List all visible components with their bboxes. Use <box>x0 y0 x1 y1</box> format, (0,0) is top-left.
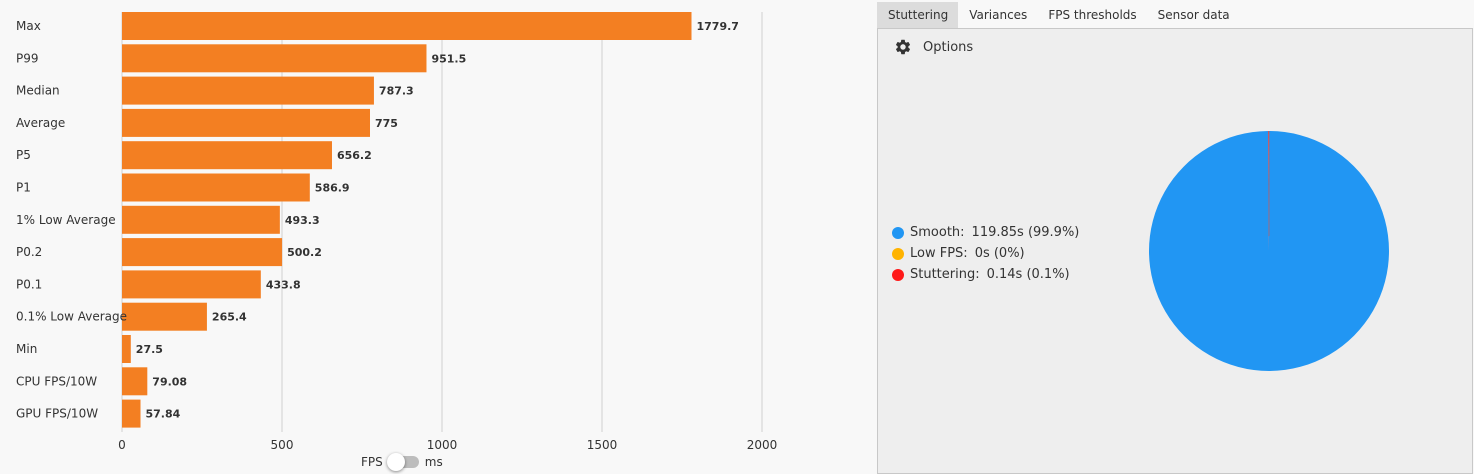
bar[interactable] <box>122 205 280 234</box>
legend-item-low-fps: Low FPS: 0s (0%) <box>892 243 1079 264</box>
bar[interactable] <box>122 12 692 40</box>
bar[interactable] <box>122 44 427 73</box>
category-label: P1 <box>16 181 31 195</box>
bar[interactable] <box>122 270 261 299</box>
legend-label: Stuttering: <box>910 267 980 282</box>
value-label: 27.5 <box>136 343 163 356</box>
category-label: 1% Low Average <box>16 213 116 227</box>
legend-label: Smooth: <box>910 225 965 240</box>
fps-ms-toggle[interactable]: FPS ms <box>361 453 443 471</box>
toggle-ms-label: ms <box>424 455 443 469</box>
legend-dot-low-fps <box>892 247 904 260</box>
legend-dot-stuttering <box>892 268 904 281</box>
category-label: Max <box>16 19 41 33</box>
category-label: Min <box>16 342 37 356</box>
analysis-panel: Stuttering Variances FPS thresholds Sens… <box>877 0 1474 474</box>
bar[interactable] <box>122 108 370 137</box>
value-label: 586.9 <box>315 182 350 195</box>
value-label: 500.2 <box>287 246 322 259</box>
value-label: 951.5 <box>431 52 466 65</box>
value-label: 433.8 <box>266 278 301 291</box>
tab-variances[interactable]: Variances <box>969 8 1028 22</box>
value-label: 1779.7 <box>697 20 739 33</box>
bar[interactable] <box>122 76 374 105</box>
x-tick-label: 2000 <box>747 438 778 452</box>
tab-stuttering[interactable]: Stuttering <box>877 2 959 28</box>
bar[interactable] <box>122 141 332 170</box>
toggle-switch[interactable] <box>386 453 419 471</box>
legend-dot-smooth <box>892 226 904 239</box>
x-tick-label: 500 <box>271 438 294 452</box>
stuttering-content: Options Smooth: 119.85s (99.9%) Low FPS:… <box>877 28 1473 474</box>
legend-value: 0s (0%) <box>974 246 1025 261</box>
bar[interactable] <box>122 335 131 363</box>
bar[interactable] <box>122 173 310 202</box>
toggle-fps-label: FPS <box>361 455 383 469</box>
stutter-pie-chart <box>1149 131 1389 371</box>
stutter-legend: Smooth: 119.85s (99.9%) Low FPS: 0s (0%)… <box>892 222 1079 285</box>
category-label: P5 <box>16 148 31 162</box>
options-label: Options <box>923 39 974 55</box>
category-label: P0.1 <box>16 277 42 291</box>
value-label: 265.4 <box>212 311 247 324</box>
x-tick-label: 0 <box>118 438 126 452</box>
category-label: 0.1% Low Average <box>16 310 127 324</box>
value-label: 493.3 <box>285 214 320 227</box>
legend-item-stuttering: Stuttering: 0.14s (0.1%) <box>892 264 1079 285</box>
bar[interactable] <box>122 367 148 396</box>
legend-item-smooth: Smooth: 119.85s (99.9%) <box>892 222 1079 243</box>
legend-value: 119.85s (99.9%) <box>971 225 1080 240</box>
x-tick-label: 1500 <box>587 438 618 452</box>
value-label: 787.3 <box>379 85 414 98</box>
category-label: P99 <box>16 51 39 65</box>
category-label: Average <box>16 116 65 130</box>
gear-icon <box>895 39 911 55</box>
fps-bar-chart: 0 500 1000 1500 2000 Max 1779.7 P99 951.5 Median 7… <box>16 12 778 452</box>
value-label: 656.2 <box>337 149 372 162</box>
category-label: Median <box>16 84 60 98</box>
tab-fps-thresholds[interactable]: FPS thresholds <box>1048 8 1137 22</box>
options-button[interactable]: Options <box>894 38 973 56</box>
bar[interactable] <box>122 399 141 428</box>
category-label: GPU FPS/10W <box>16 407 98 421</box>
value-label: 775 <box>375 117 398 130</box>
tab-sensor-data[interactable]: Sensor data <box>1157 8 1230 22</box>
value-label: 57.84 <box>146 408 181 421</box>
category-label: P0.2 <box>16 245 42 259</box>
bar[interactable] <box>122 238 283 267</box>
legend-value: 0.14s (0.1%) <box>986 267 1070 282</box>
category-label: CPU FPS/10W <box>16 374 97 388</box>
analysis-tabs: Stuttering Variances FPS thresholds Sens… <box>877 2 1240 28</box>
fps-bar-chart-panel: 0 500 1000 1500 2000 Max 1779.7 P99 951.5 Median 7… <box>16 12 778 471</box>
x-tick-label: 1000 <box>427 438 458 452</box>
bar[interactable] <box>122 302 207 331</box>
legend-label: Low FPS: <box>910 246 968 261</box>
toggle-knob[interactable] <box>386 453 405 471</box>
value-label: 79.08 <box>152 375 187 388</box>
